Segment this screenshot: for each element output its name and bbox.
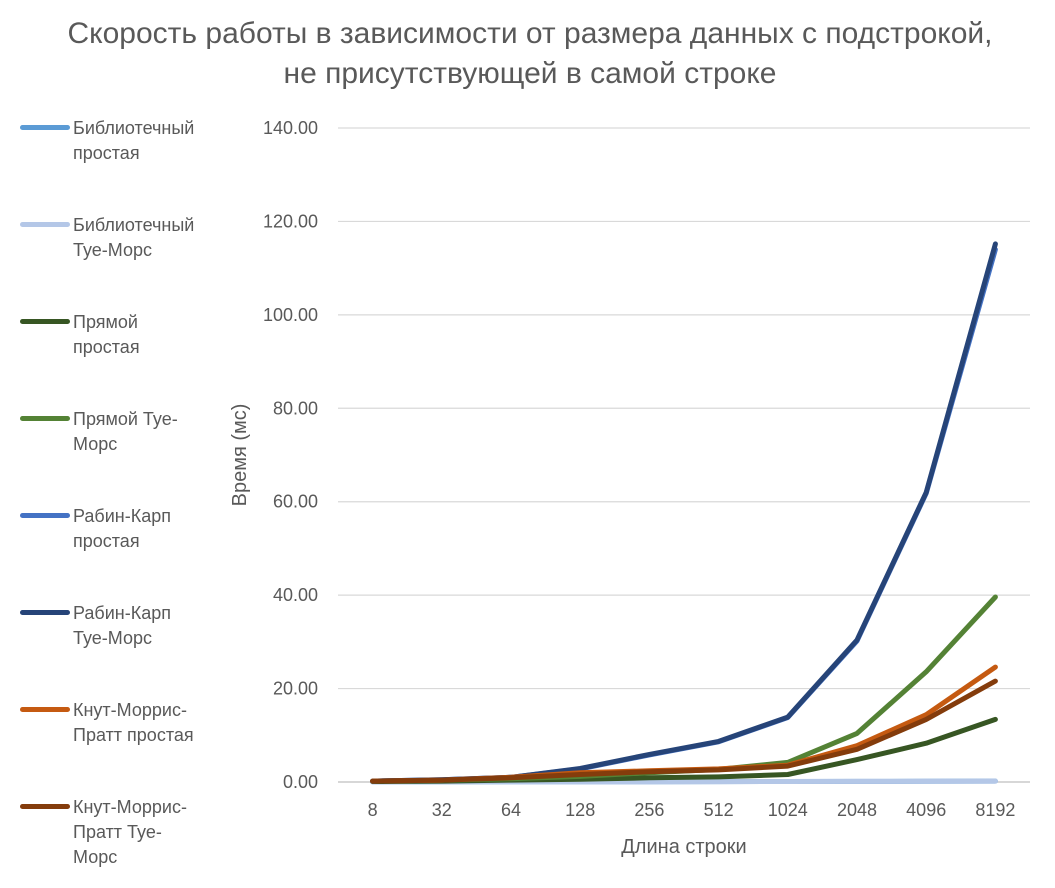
gridlines	[338, 127, 1030, 783]
legend-label: Прямой Туе- Морс	[73, 407, 223, 457]
legend-swatch	[20, 610, 70, 615]
y-tick-label: 80.00	[273, 398, 318, 418]
y-axis-title: Время (мс)	[229, 404, 251, 507]
legend-label: Кнут-Моррис- Пратт Туе- Морс	[73, 795, 223, 870]
legend-label-line: Прямой	[73, 312, 138, 332]
y-tick-label: 100.00	[263, 305, 318, 325]
x-tick-label: 128	[565, 800, 595, 820]
y-tick-label: 20.00	[273, 679, 318, 699]
y-tick-label: 140.00	[263, 118, 318, 138]
x-tick-label: 1024	[768, 800, 808, 820]
x-tick-label: 2048	[837, 800, 877, 820]
legend-label-line: простая	[73, 143, 140, 163]
legend-label: Прямой простая	[73, 310, 223, 360]
x-tick-label: 4096	[906, 800, 946, 820]
x-tick-label: 512	[704, 800, 734, 820]
series-line-5	[370, 247, 998, 784]
legend-label-line: простая	[73, 531, 140, 551]
legend-label-line: Туе-Морс	[73, 628, 153, 648]
x-tick-label: 8192	[975, 800, 1015, 820]
legend-label: Библиотечный Туе-Морс	[73, 213, 223, 263]
legend-label-line: простая	[73, 337, 140, 357]
legend-label-line: Библиотечный	[73, 118, 195, 138]
legend-label-line: Туе-Морс	[73, 240, 153, 260]
y-tick-label: 0.00	[283, 772, 318, 792]
series-line-6	[370, 241, 998, 784]
x-axis-title: Длина строки	[621, 836, 746, 858]
legend-label-line: Кнут-Моррис-	[73, 797, 187, 817]
x-tick-label: 8	[368, 800, 378, 820]
legend-label-line: Рабин-Карп	[73, 603, 171, 623]
legend-label-line: Кнут-Моррис-	[73, 700, 187, 720]
y-tick-label: 40.00	[273, 585, 318, 605]
legend-swatch	[20, 804, 70, 809]
legend-swatch	[20, 416, 70, 421]
legend-label-line: Пратт Туе-	[73, 822, 162, 842]
legend-swatch	[20, 707, 70, 712]
legend-label-line: Прямой Туе-	[73, 409, 178, 429]
y-tick-label: 120.00	[263, 211, 318, 231]
series-lines	[370, 241, 998, 785]
legend-label-line: Морс	[73, 847, 118, 867]
x-tick-label: 64	[501, 800, 521, 820]
legend-label: Кнут-Моррис- Пратт простая	[73, 698, 223, 748]
legend-swatch	[20, 222, 70, 227]
legend-swatch	[20, 513, 70, 518]
legend-swatch	[20, 319, 70, 324]
x-axis-ticks: 8 32 64 128 256 512 1024 2048 4096 8192	[368, 800, 1016, 820]
x-tick-label: 256	[634, 800, 664, 820]
x-tick-label: 32	[432, 800, 452, 820]
series-line-7	[370, 664, 998, 784]
legend-label: Библиотечный простая	[73, 116, 223, 166]
legend-label-line: Морс	[73, 434, 118, 454]
y-tick-label: 60.00	[273, 492, 318, 512]
legend-label: Рабин-Карп Туе-Морс	[73, 601, 223, 651]
legend-label-line: Рабин-Карп	[73, 506, 171, 526]
legend-label-line: Пратт простая	[73, 725, 194, 745]
legend-label: Рабин-Карп простая	[73, 504, 223, 554]
series-line-8	[370, 678, 998, 784]
legend-swatch	[20, 125, 70, 130]
legend-label-line: Библиотечный	[73, 215, 195, 235]
y-axis-ticks: 0.00 20.00 40.00 60.00 80.00 100.00 120.00 140.…	[263, 118, 318, 792]
chart-title: Скорость работы в зависимости от размера…	[67, 17, 993, 90]
